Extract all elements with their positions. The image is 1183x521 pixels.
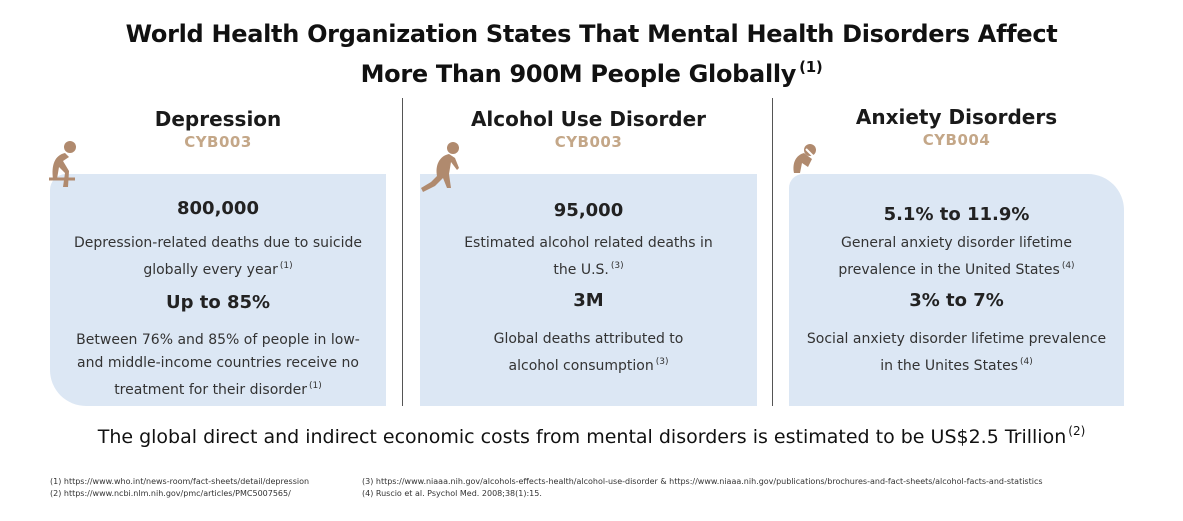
stat-card: 800,000 Depression-related deaths due to… [50,174,386,406]
person-hunched-sitting-icon [49,141,76,187]
column-title: Anxiety Disorders [855,105,1058,129]
reference-item: (4) Ruscio et al. Psychol Med. 2008;38(1… [362,489,542,498]
stat-ref: (3) [655,357,669,367]
column-title: Alcohol Use Disorder [470,107,707,131]
reference-item: (1) https://www.who.int/news-room/fact-s… [50,477,310,486]
stat-description: Estimated alcohol related deaths in the … [420,232,757,282]
page-title: World Health Organization States That Me… [0,18,1183,91]
note-text: The global direct and indirect economic … [97,426,1067,448]
column-header: Anxiety Disorders CYB004 [789,104,1124,150]
title-line-2: More Than 900M People Globally (1) [0,51,1183,91]
stat-value: 3M [573,290,604,311]
stat-ref: (4) [1020,357,1033,367]
stat-text: Estimated alcohol related deaths in the … [464,235,713,278]
stat-value: 5.1% to 11.9% [883,204,1030,225]
column-divider [402,98,403,406]
reference-item: (2) https://www.ncbi.nlm.nih.gov/pmc/art… [50,489,291,498]
references-left: (1) https://www.who.int/news-room/fact-s… [50,476,309,500]
stat-value: 95,000 [553,200,624,221]
column-header: Depression CYB003 [50,106,386,152]
stat-ref: (1) [309,381,322,391]
stat-description: Depression-related deaths due to suicide… [50,232,386,282]
note-ref: (2) [1068,424,1086,438]
stat-description: Global deaths attributed to alcohol cons… [420,328,757,378]
stat-text: Global deaths attributed to alcohol cons… [493,331,684,374]
stat-value: 3% to 7% [909,290,1004,311]
stat-card: 95,000 Estimated alcohol related deaths … [420,174,757,406]
references-right: (3) https://www.niaaa.nih.gov/alcohols-e… [362,476,1043,500]
column-code: CYB003 [184,133,252,151]
stat-text: Between 76% and 85% of people in low- an… [76,332,360,398]
column-code: CYB004 [922,131,991,149]
stat-value: 800,000 [177,198,259,219]
economic-cost-note: The global direct and indirect economic … [0,424,1183,448]
stat-ref: (4) [1061,261,1075,271]
reference-item: (3) https://www.niaaa.nih.gov/alcohols-e… [362,477,1043,486]
person-head-in-hands-icon [793,144,816,173]
stat-ref: (3) [610,261,624,271]
stat-text: General anxiety disorder lifetime preval… [838,235,1072,278]
column-divider [772,98,773,406]
stat-description: General anxiety disorder lifetime preval… [789,232,1124,282]
stat-text: Social anxiety disorder lifetime prevale… [806,331,1107,374]
stat-card: 5.1% to 11.9% General anxiety disorder l… [789,174,1124,406]
title-ref: (1) [799,58,823,76]
stat-description: Between 76% and 85% of people in low- an… [50,329,386,402]
title-line-1: World Health Organization States That Me… [125,20,1058,48]
column-header: Alcohol Use Disorder CYB003 [420,106,757,152]
stat-value: Up to 85% [165,292,271,313]
stat-ref: (1) [279,261,293,271]
stat-description: Social anxiety disorder lifetime prevale… [789,328,1124,378]
stat-text: Depression-related deaths due to suicide… [74,235,362,278]
person-slumped-icon [421,142,459,192]
column-code: CYB003 [554,133,623,151]
title-line-2-text: More Than 900M People Globally [360,60,797,88]
column-title: Depression [154,107,282,131]
